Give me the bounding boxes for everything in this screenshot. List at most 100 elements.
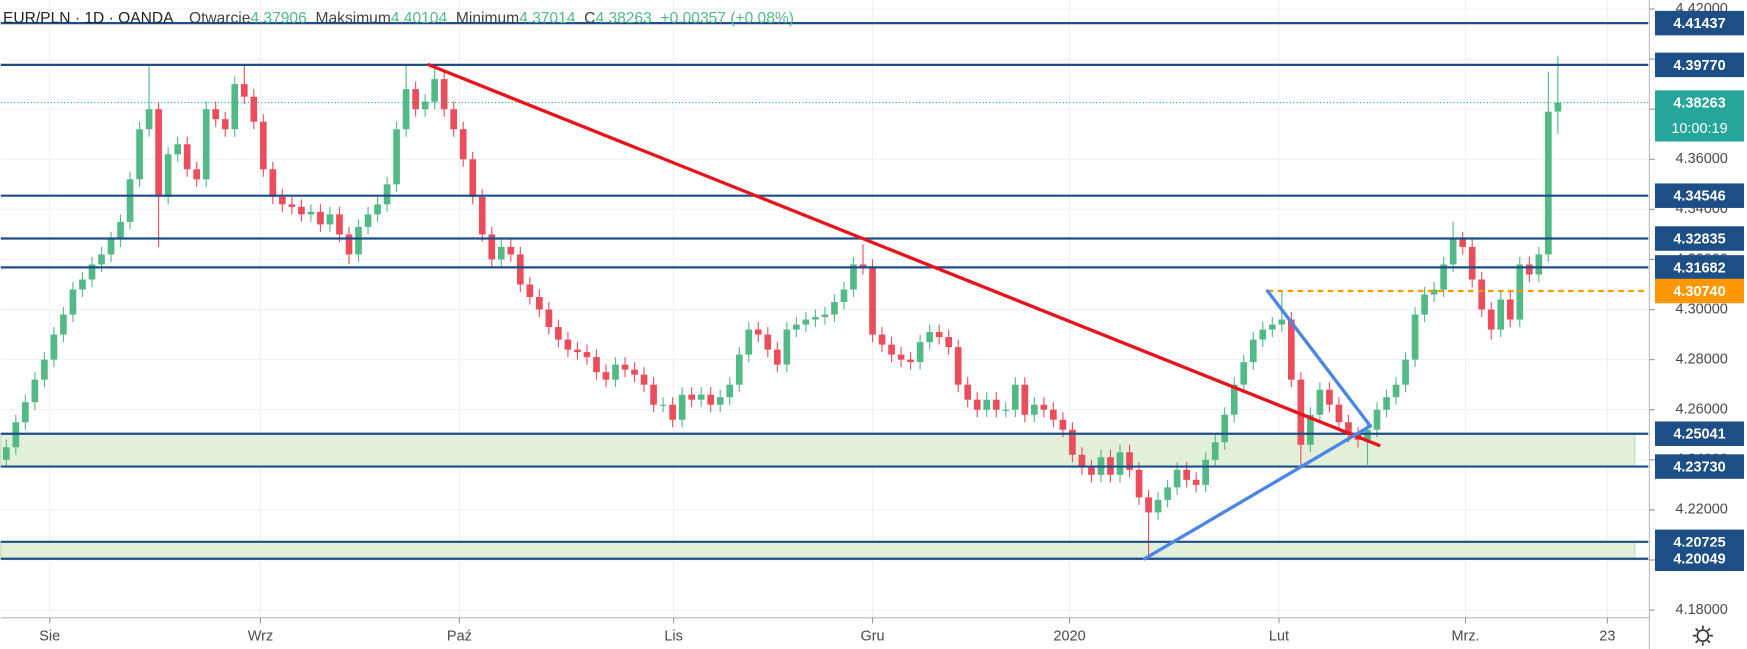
candle-body bbox=[1288, 319, 1295, 380]
candle-body bbox=[1421, 294, 1428, 315]
candle-body bbox=[954, 347, 962, 385]
candle-body bbox=[1383, 397, 1390, 410]
candle-body bbox=[1545, 111, 1552, 255]
candle-body bbox=[964, 384, 972, 400]
candle-body bbox=[1059, 419, 1067, 430]
candle-body bbox=[1506, 299, 1514, 320]
settings-icon[interactable] bbox=[1692, 625, 1713, 646]
change: +0.00357 (+0.08%) bbox=[661, 10, 794, 27]
candle-body bbox=[259, 121, 267, 170]
candle-body bbox=[212, 109, 220, 120]
x-tick-label: Lut bbox=[1269, 629, 1289, 645]
candle-body bbox=[907, 359, 914, 363]
candle-body bbox=[583, 352, 591, 358]
candle-body bbox=[364, 214, 372, 227]
candle-body bbox=[1002, 409, 1010, 411]
level-label: 4.39770 bbox=[1673, 58, 1725, 74]
candle-body bbox=[117, 221, 124, 240]
candle-body bbox=[326, 214, 334, 225]
candle-body bbox=[1173, 469, 1181, 488]
candle-body bbox=[1268, 324, 1276, 330]
levels bbox=[0, 22, 1649, 560]
candle-body bbox=[536, 297, 543, 310]
countdown: 10:00:19 bbox=[1671, 121, 1727, 137]
level-label-box bbox=[1654, 278, 1745, 304]
candle-body bbox=[221, 119, 229, 130]
candle-body bbox=[431, 79, 438, 102]
candle-body bbox=[783, 329, 791, 365]
level-label: 4.32835 bbox=[1673, 231, 1725, 247]
candle-body bbox=[602, 372, 610, 380]
level-label-box bbox=[1654, 10, 1745, 36]
candle-body bbox=[478, 196, 486, 235]
trendline bbox=[1143, 424, 1373, 561]
candle-body bbox=[164, 154, 172, 197]
candle-body bbox=[1307, 414, 1314, 445]
level-label: 4.23730 bbox=[1673, 460, 1725, 476]
candle-body bbox=[1069, 429, 1076, 455]
candle-body bbox=[707, 394, 715, 405]
candle-body bbox=[1021, 384, 1029, 415]
candle-body bbox=[659, 404, 667, 406]
candle-body bbox=[497, 246, 505, 260]
x-tick-label: 23 bbox=[1599, 629, 1615, 645]
candle-body bbox=[1031, 404, 1038, 415]
candle-body bbox=[688, 394, 695, 400]
candle-body bbox=[69, 289, 77, 315]
candle-body bbox=[440, 79, 448, 110]
candles bbox=[2, 56, 1562, 559]
level-label-box bbox=[1654, 546, 1745, 571]
candle-body bbox=[1411, 314, 1419, 360]
candle-body bbox=[878, 334, 886, 345]
candle-body bbox=[240, 84, 248, 97]
zone bbox=[0, 541, 1636, 560]
trendline bbox=[427, 63, 1381, 447]
candle-body bbox=[640, 374, 648, 385]
candle-body bbox=[412, 89, 419, 110]
candle-body bbox=[345, 234, 353, 255]
candle-body bbox=[1535, 254, 1543, 275]
level-label: 4.25041 bbox=[1673, 427, 1725, 443]
candle-body bbox=[288, 204, 296, 207]
candle-body bbox=[1373, 409, 1381, 430]
candle-body bbox=[50, 334, 58, 360]
candle-body bbox=[735, 354, 743, 385]
candle-body bbox=[1145, 497, 1152, 513]
candle-body bbox=[916, 342, 924, 363]
candle-body bbox=[183, 144, 191, 170]
candle-body bbox=[1316, 389, 1324, 415]
x-tick-label: Gru bbox=[860, 629, 884, 645]
low-value: 4.37014 bbox=[519, 10, 576, 27]
candle-body bbox=[1335, 404, 1343, 423]
level-label: 4.20049 bbox=[1673, 552, 1725, 568]
candle-body bbox=[1202, 459, 1210, 485]
candle-body bbox=[22, 402, 29, 423]
candle-body bbox=[745, 329, 753, 355]
candle-body bbox=[1240, 362, 1248, 385]
x-tick-label: Lis bbox=[664, 629, 683, 645]
last-price-label: 4.38263 bbox=[1673, 96, 1725, 112]
open-label: Otwarcie bbox=[189, 10, 250, 27]
x-tick-label: Paź bbox=[447, 629, 472, 645]
candle-body bbox=[973, 399, 981, 410]
candle-body bbox=[336, 214, 343, 235]
x-tick-label: Mrz. bbox=[1451, 629, 1479, 645]
level-label-box bbox=[1654, 52, 1745, 78]
candle-body bbox=[507, 246, 515, 255]
candle-body bbox=[60, 314, 67, 335]
candle-body bbox=[1278, 319, 1286, 325]
level-label: 4.41437 bbox=[1673, 16, 1725, 32]
y-tick-label: 4.18000 bbox=[1676, 602, 1728, 618]
candle-body bbox=[1487, 309, 1495, 330]
candle-body bbox=[1259, 329, 1267, 340]
candle-body bbox=[317, 211, 324, 225]
candle-body bbox=[935, 332, 943, 338]
candle-body bbox=[574, 349, 581, 353]
candle-body bbox=[726, 384, 734, 398]
open-value: 4.37906 bbox=[250, 10, 306, 27]
candle-body bbox=[1221, 414, 1229, 443]
candle-body bbox=[1497, 299, 1505, 330]
candle-body bbox=[79, 279, 86, 290]
candle-body bbox=[459, 129, 467, 160]
